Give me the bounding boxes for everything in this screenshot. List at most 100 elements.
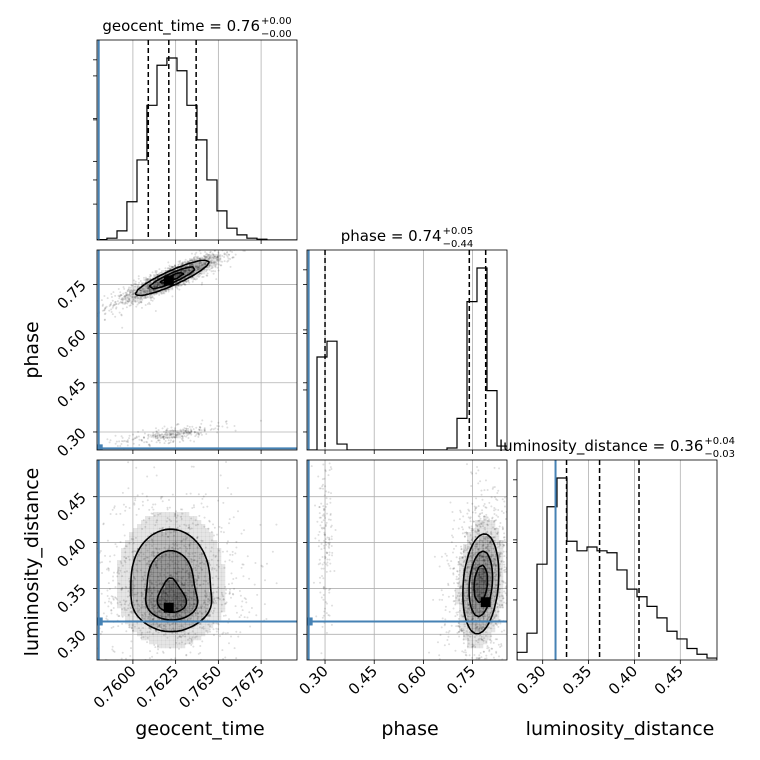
sample-point <box>105 568 108 571</box>
sample-point <box>178 432 181 435</box>
sample-point <box>130 302 133 305</box>
sample-point <box>132 283 135 286</box>
sample-point <box>471 645 474 648</box>
sample-point <box>100 299 103 302</box>
sample-point <box>489 541 492 544</box>
density-cell <box>157 568 162 573</box>
sample-point <box>166 565 169 568</box>
sample-point <box>495 650 498 653</box>
sample-point <box>149 579 152 582</box>
sample-point <box>159 574 162 577</box>
sample-point <box>443 624 446 627</box>
sample-point <box>194 578 197 581</box>
sample-point <box>492 526 495 529</box>
sample-point <box>132 293 135 296</box>
sample-point <box>124 301 127 304</box>
sample-point <box>476 660 478 662</box>
sample-point <box>129 295 132 298</box>
sample-point <box>195 433 198 436</box>
sample-point <box>146 284 149 287</box>
sample-point <box>186 597 189 600</box>
sample-point <box>161 500 164 503</box>
sample-point <box>176 616 179 619</box>
sample-point <box>152 552 155 555</box>
sample-point <box>322 509 325 512</box>
sample-point <box>329 497 332 500</box>
density-cell <box>209 540 214 545</box>
sample-point <box>320 526 323 529</box>
sample-point <box>328 454 330 456</box>
sample-point <box>217 586 220 589</box>
sample-point <box>216 256 219 259</box>
sample-point <box>130 626 133 629</box>
density-cell <box>153 548 158 553</box>
sample-point <box>185 429 188 432</box>
sample-point <box>148 586 151 589</box>
density-cell <box>145 290 150 295</box>
sample-point <box>436 641 439 644</box>
sample-point <box>178 635 181 638</box>
sample-point <box>199 583 202 586</box>
sample-point <box>128 304 131 307</box>
density-cell <box>117 596 122 601</box>
sample-point <box>194 636 197 639</box>
density-cell <box>173 612 178 617</box>
sample-point <box>213 534 216 537</box>
sample-point <box>213 261 216 264</box>
sample-point <box>234 253 237 256</box>
sample-point <box>265 562 268 565</box>
sample-point <box>101 303 104 306</box>
sample-point <box>467 565 470 568</box>
sample-point <box>210 259 213 262</box>
sample-point <box>467 612 470 615</box>
density-cell <box>193 548 198 553</box>
sample-point <box>235 577 238 580</box>
density-cell <box>153 636 158 641</box>
sample-point <box>468 613 471 616</box>
sample-point <box>328 588 331 591</box>
sample-point <box>226 486 229 489</box>
sample-point <box>192 591 195 594</box>
sample-point <box>192 559 195 562</box>
density-cell <box>181 556 186 561</box>
density-cell <box>197 532 202 537</box>
sample-point <box>166 517 169 520</box>
sample-point <box>168 436 171 439</box>
density-cell <box>205 540 210 545</box>
sample-point <box>212 554 215 557</box>
sample-point <box>466 597 469 600</box>
sample-point <box>503 532 506 535</box>
sample-point <box>188 602 191 605</box>
sample-point <box>479 634 482 637</box>
sample-point <box>151 606 154 609</box>
sample-point <box>438 658 441 660</box>
density-cell <box>153 600 158 605</box>
sample-point <box>493 485 496 488</box>
density-cell <box>177 576 182 581</box>
sample-point <box>167 535 170 538</box>
sample-point <box>182 431 185 434</box>
sample-point <box>234 429 237 432</box>
panel-title-sub: −0.00 <box>261 29 292 40</box>
sample-point <box>221 254 224 257</box>
sample-point <box>493 528 496 531</box>
panel-title-text: geocent_time = 0.76 <box>102 17 260 36</box>
sample-point <box>205 268 208 271</box>
sample-point <box>512 616 514 618</box>
sample-point <box>459 609 462 612</box>
sample-point <box>502 597 505 600</box>
sample-point <box>325 612 328 615</box>
density-cell <box>197 600 202 605</box>
density-cell <box>213 254 218 259</box>
sample-point <box>489 541 492 544</box>
density-cell <box>129 544 134 549</box>
sample-point <box>318 487 321 490</box>
sample-point <box>491 647 494 650</box>
sample-point <box>457 560 460 563</box>
sample-point <box>440 626 443 629</box>
sample-point <box>182 538 185 541</box>
sample-point <box>191 636 194 639</box>
sample-point <box>454 664 456 666</box>
sample-point <box>201 497 204 500</box>
sample-point <box>151 296 154 299</box>
